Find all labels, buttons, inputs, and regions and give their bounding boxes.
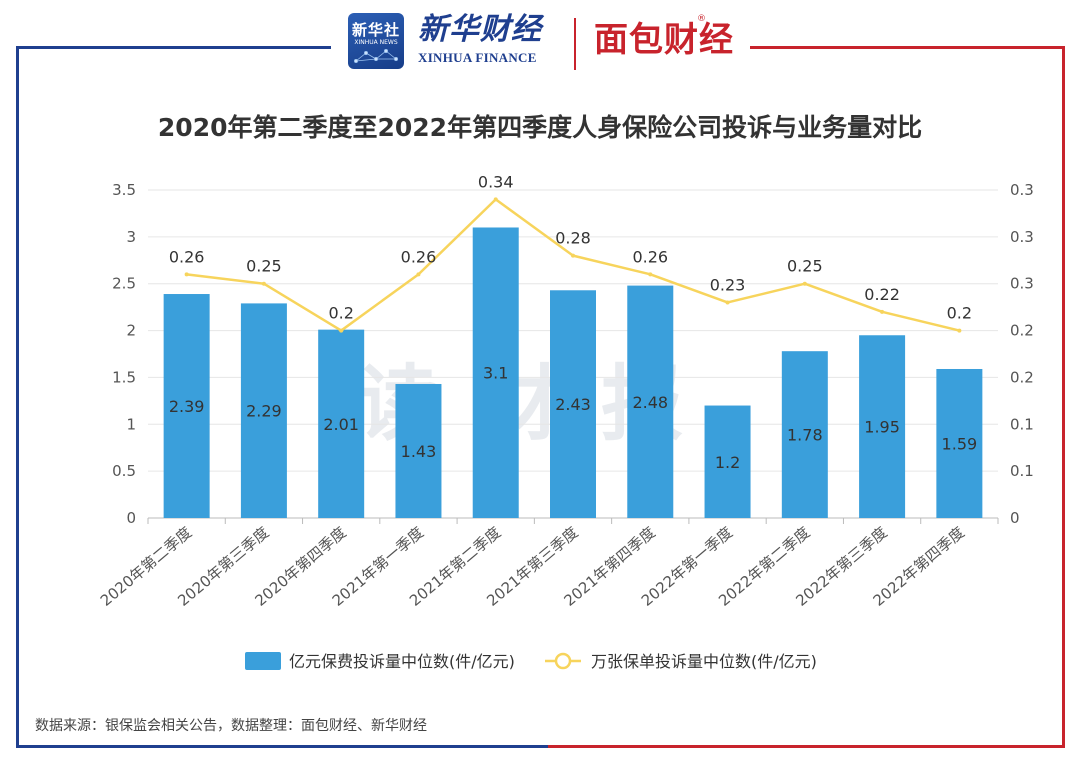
line-point	[571, 253, 575, 258]
y-right-tick-label: 0.3	[1010, 275, 1034, 293]
y-left-tick-label: 1.5	[112, 368, 136, 386]
xinhua-news-logo-en: XINHUA NEWS	[354, 39, 398, 46]
bar	[936, 368, 983, 518]
y-right-tick-label: 0.1	[1010, 415, 1034, 433]
line-point	[339, 328, 344, 333]
bar-value-label: 2.01	[323, 415, 359, 434]
line-point	[261, 281, 266, 286]
bar-value-label: 1.78	[787, 426, 823, 445]
line-value-label: 0.28	[555, 229, 591, 248]
line-point	[880, 309, 885, 314]
frame-bottom-left-line	[16, 745, 548, 748]
bar-value-label: 2.43	[555, 395, 591, 414]
frame-bottom-right-line	[548, 745, 1065, 748]
bar	[472, 227, 519, 518]
y-left-tick-label: 1	[126, 415, 136, 433]
frame-right-line	[1062, 46, 1065, 748]
y-right-tick-label: 0.3	[1010, 228, 1034, 246]
line-point	[957, 328, 962, 333]
logo-divider	[574, 18, 576, 70]
bar	[395, 383, 442, 518]
line-point	[648, 272, 653, 277]
y-right-tick-label: 0.1	[1010, 462, 1034, 480]
frame-top-right-line	[750, 46, 1065, 49]
legend-bar-label: 亿元保费投诉量中位数(件/亿元)	[289, 652, 515, 671]
xinhua-finance-logo: 新华财经 XINHUA FINANCE	[418, 12, 558, 72]
mianbao-caijing-logo: 面包财经	[594, 20, 734, 60]
bar	[550, 290, 596, 518]
y-left-tick-label: 3.5	[112, 181, 136, 199]
y-right-tick-label: 0	[1010, 509, 1020, 527]
bar-value-label: 3.1	[483, 364, 508, 383]
bar-value-label: 1.43	[401, 442, 437, 461]
line-value-label: 0.34	[478, 172, 514, 191]
y-left-tick-label: 2	[126, 322, 136, 340]
line-value-label: 0.25	[787, 257, 823, 276]
xinhua-finance-logo-en: XINHUA FINANCE	[418, 50, 537, 65]
bar	[627, 285, 674, 518]
bar	[240, 303, 287, 518]
y-right-tick-label: 0.2	[1010, 368, 1034, 386]
line-value-label: 0.2	[328, 304, 353, 323]
line-point	[725, 300, 730, 305]
y-left-tick-label: 2.5	[112, 275, 136, 293]
y-right-tick-label: 0.2	[1010, 322, 1034, 340]
bar-value-label: 2.48	[632, 393, 668, 412]
bar-value-label: 1.95	[864, 418, 900, 437]
bar	[318, 329, 365, 518]
bar	[704, 405, 751, 518]
line-value-label: 0.22	[864, 285, 900, 304]
frame-left-line	[16, 46, 19, 748]
line-value-label: 0.26	[632, 247, 668, 266]
line-value-label: 0.26	[401, 247, 437, 266]
bar-value-label: 2.39	[169, 397, 205, 416]
y-right-tick-label: 0.3	[1010, 181, 1034, 199]
registered-mark: ®	[697, 14, 706, 24]
line-value-label: 0.25	[246, 257, 282, 276]
bar-value-label: 1.2	[715, 453, 740, 472]
legend-line-label: 万张保单投诉量中位数(件/亿元)	[591, 652, 817, 671]
bar-value-label: 1.59	[942, 434, 978, 453]
y-left-tick-label: 3	[126, 228, 136, 246]
bar	[859, 335, 906, 518]
line-point	[416, 272, 421, 277]
line-point	[184, 272, 189, 277]
y-left-tick-label: 0	[126, 509, 136, 527]
line-point	[493, 197, 498, 202]
xinhua-news-logo-cn: 新华社	[351, 21, 400, 39]
line-point	[802, 281, 807, 286]
bar-value-label: 2.29	[246, 402, 282, 421]
bar	[163, 294, 210, 518]
legend-line-marker	[554, 652, 572, 670]
legend-bar-swatch	[245, 652, 281, 670]
line-value-label: 0.2	[947, 304, 972, 323]
chart-title: 2020年第二季度至2022年第四季度人身保险公司投诉与业务量对比	[157, 113, 923, 142]
y-left-tick-label: 0.5	[112, 462, 136, 480]
line-value-label: 0.26	[169, 247, 205, 266]
network-icon	[354, 49, 399, 63]
xinhua-finance-logo-cn: 新华财经	[418, 12, 542, 47]
xinhua-news-logo: 新华社 XINHUA NEWS	[348, 13, 404, 69]
line-value-label: 0.23	[710, 275, 746, 294]
frame-top-left-line	[16, 46, 331, 49]
source-note: 数据来源：银保监会相关公告，数据整理：面包财经、新华财经	[35, 718, 427, 734]
bar	[781, 351, 828, 518]
